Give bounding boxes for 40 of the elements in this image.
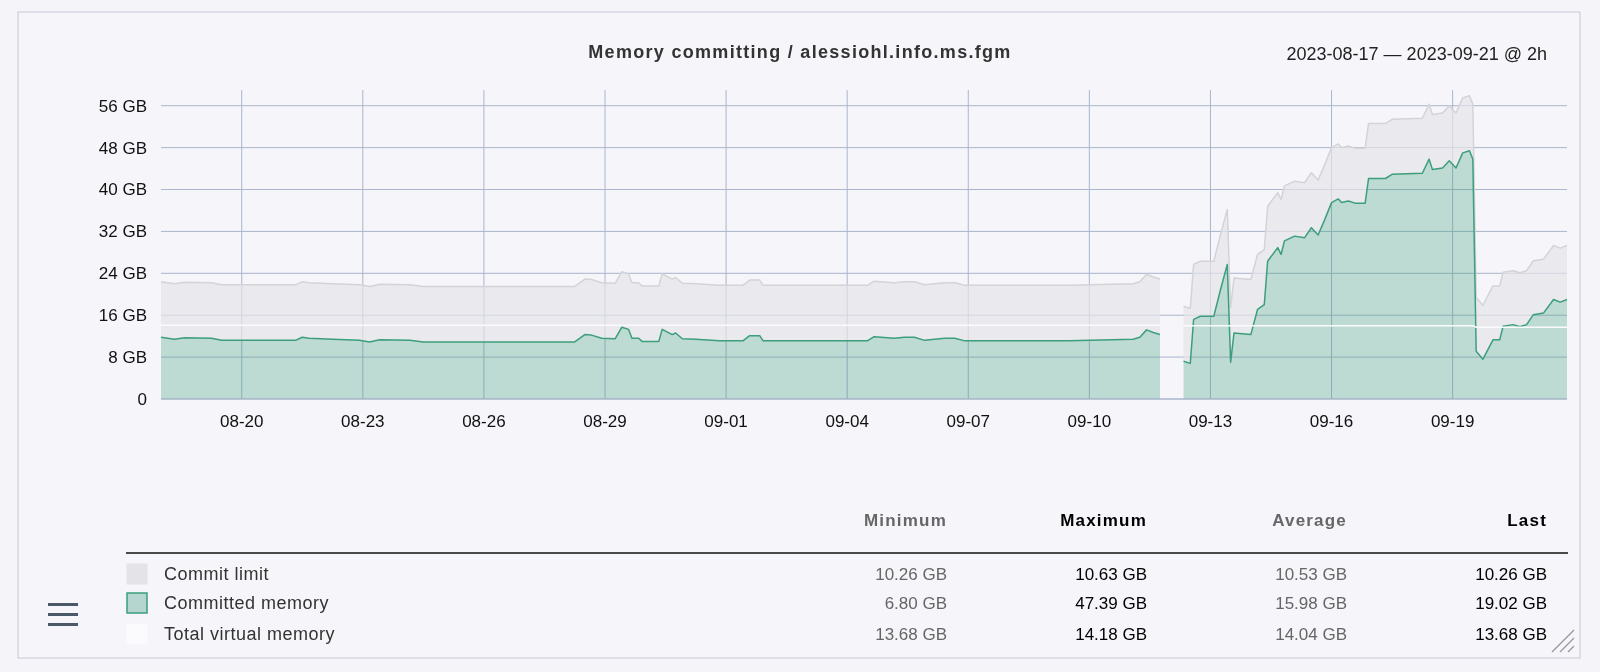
y-tick-label: 16 GB — [98, 306, 147, 326]
text: 14.18 GB — [1075, 624, 1147, 644]
chart-subtitle: 2023-08-17 — 2023-09-21 @ 2h — [1286, 44, 1547, 64]
y-tick-label: 48 GB — [98, 138, 147, 158]
text: 10.63 GB — [1075, 564, 1147, 584]
text: 14.04 GB — [1275, 624, 1347, 644]
text: 47.39 GB — [1075, 593, 1147, 613]
text: 10.53 GB — [1275, 564, 1347, 584]
text: Average — [1272, 511, 1347, 530]
legend-label: Commit limit — [164, 564, 269, 585]
x-tick-label: 09-01 — [704, 412, 748, 431]
y-tick-label: 0 — [137, 389, 147, 409]
x-tick-label: 09-10 — [1067, 412, 1112, 431]
x-tick-label: 08-26 — [462, 412, 506, 431]
text: 10.26 GB — [875, 564, 947, 584]
y-tick-label: 32 GB — [98, 222, 147, 242]
legend-label: Committed memory — [164, 593, 330, 614]
x-tick-label: 08-29 — [583, 412, 627, 431]
x-tick-label: 09-13 — [1188, 412, 1233, 431]
x-tick-label: 09-16 — [1309, 412, 1354, 431]
text: 15.98 GB — [1275, 593, 1347, 613]
y-tick-label: 24 GB — [98, 264, 147, 284]
y-tick-label: 8 GB — [108, 348, 147, 368]
x-tick-label: 08-20 — [219, 412, 264, 431]
text: 19.02 GB — [1475, 593, 1547, 613]
x-tick-label: 09-19 — [1430, 412, 1475, 431]
legend-label: Total virtual memory — [164, 624, 336, 645]
text: Minimum — [863, 511, 947, 530]
text: 13.68 GB — [1475, 624, 1547, 644]
text: Maximum — [1060, 511, 1147, 530]
text: 10.26 GB — [1475, 564, 1547, 584]
y-tick-label: 56 GB — [98, 96, 147, 116]
x-tick-label: 09-07 — [946, 412, 991, 431]
text: Last — [1507, 511, 1547, 530]
x-tick-label: 08-23 — [341, 412, 385, 431]
y-tick-label: 40 GB — [98, 180, 147, 200]
chart-title: Memory committing / alessiohl.info.ms.fgm — [588, 42, 1012, 62]
x-tick-label: 09-04 — [825, 412, 869, 431]
text: 13.68 GB — [875, 624, 947, 644]
text: 6.80 GB — [884, 593, 947, 613]
